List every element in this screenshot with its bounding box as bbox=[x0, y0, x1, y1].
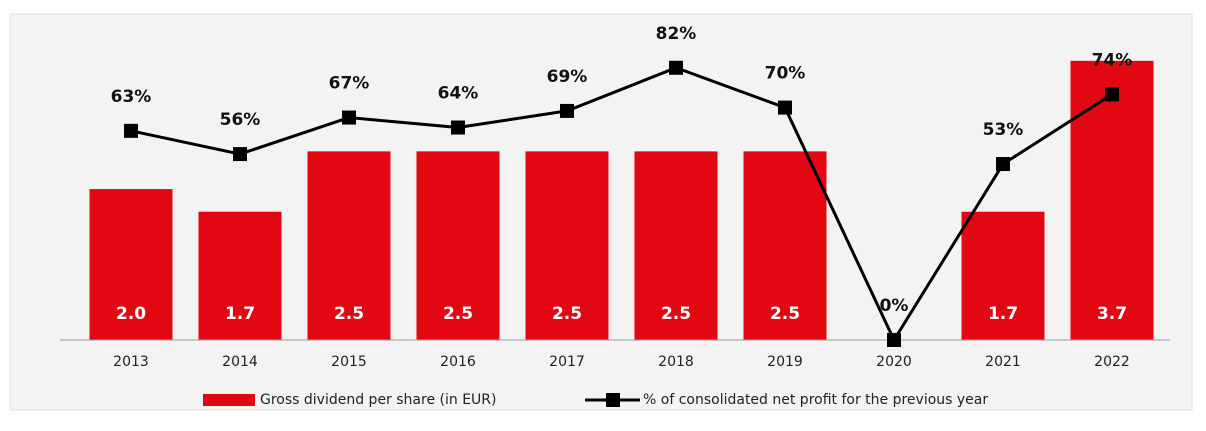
line-marker bbox=[233, 147, 247, 162]
bar-value-label: 2.5 bbox=[334, 304, 364, 324]
line-value-label: 70% bbox=[765, 64, 806, 84]
line-marker bbox=[124, 123, 138, 138]
legend-swatch bbox=[203, 394, 255, 406]
line-marker bbox=[1105, 87, 1119, 102]
bar-value-label: 1.7 bbox=[988, 304, 1018, 324]
bar-value-label: 1.7 bbox=[225, 304, 255, 324]
x-tick-label: 2022 bbox=[1094, 354, 1130, 370]
line-marker bbox=[560, 103, 574, 118]
x-tick-label: 2020 bbox=[876, 354, 912, 370]
line-marker bbox=[342, 110, 356, 125]
bar-value-label: 3.7 bbox=[1097, 304, 1127, 324]
x-tick-label: 2013 bbox=[113, 354, 149, 370]
bar bbox=[1070, 60, 1154, 341]
line-value-label: 82% bbox=[656, 24, 697, 44]
line-marker bbox=[996, 157, 1010, 172]
bar-value-label: 2.0 bbox=[116, 304, 146, 324]
line-value-label: 67% bbox=[329, 74, 370, 94]
bar bbox=[307, 151, 391, 340]
line-value-label: 69% bbox=[547, 67, 588, 87]
x-tick-label: 2014 bbox=[222, 354, 258, 370]
legend-label: % of consolidated net profit for the pre… bbox=[643, 392, 988, 408]
bar bbox=[961, 211, 1045, 340]
bar bbox=[525, 151, 609, 340]
x-tick-label: 2015 bbox=[331, 354, 367, 370]
line-marker bbox=[451, 120, 465, 135]
line-marker bbox=[669, 60, 683, 75]
line-value-label: 0% bbox=[880, 296, 909, 316]
bar bbox=[634, 151, 718, 340]
x-tick-label: 2018 bbox=[658, 354, 694, 370]
line-value-label: 64% bbox=[438, 84, 479, 104]
line-value-label: 53% bbox=[983, 120, 1024, 140]
bar-value-label: 2.5 bbox=[661, 304, 691, 324]
legend-label: Gross dividend per share (in EUR) bbox=[260, 392, 496, 408]
line-value-label: 74% bbox=[1092, 50, 1133, 70]
line-marker bbox=[887, 333, 901, 347]
bar bbox=[416, 151, 500, 340]
x-tick-label: 2016 bbox=[440, 354, 476, 370]
bar bbox=[89, 189, 173, 340]
x-tick-label: 2017 bbox=[549, 354, 585, 370]
line-value-label: 63% bbox=[111, 87, 152, 107]
bar-value-label: 2.5 bbox=[443, 304, 473, 324]
x-tick-label: 2019 bbox=[767, 354, 803, 370]
bar bbox=[743, 151, 827, 340]
legend-swatch-marker bbox=[606, 393, 620, 407]
x-tick-label: 2021 bbox=[985, 354, 1021, 370]
line bbox=[130, 66, 1113, 344]
line-value-label: 56% bbox=[220, 110, 261, 130]
bar-value-label: 2.5 bbox=[552, 304, 582, 324]
bar bbox=[198, 211, 282, 340]
line-marker bbox=[778, 100, 792, 115]
bar-value-label: 2.5 bbox=[770, 304, 800, 324]
